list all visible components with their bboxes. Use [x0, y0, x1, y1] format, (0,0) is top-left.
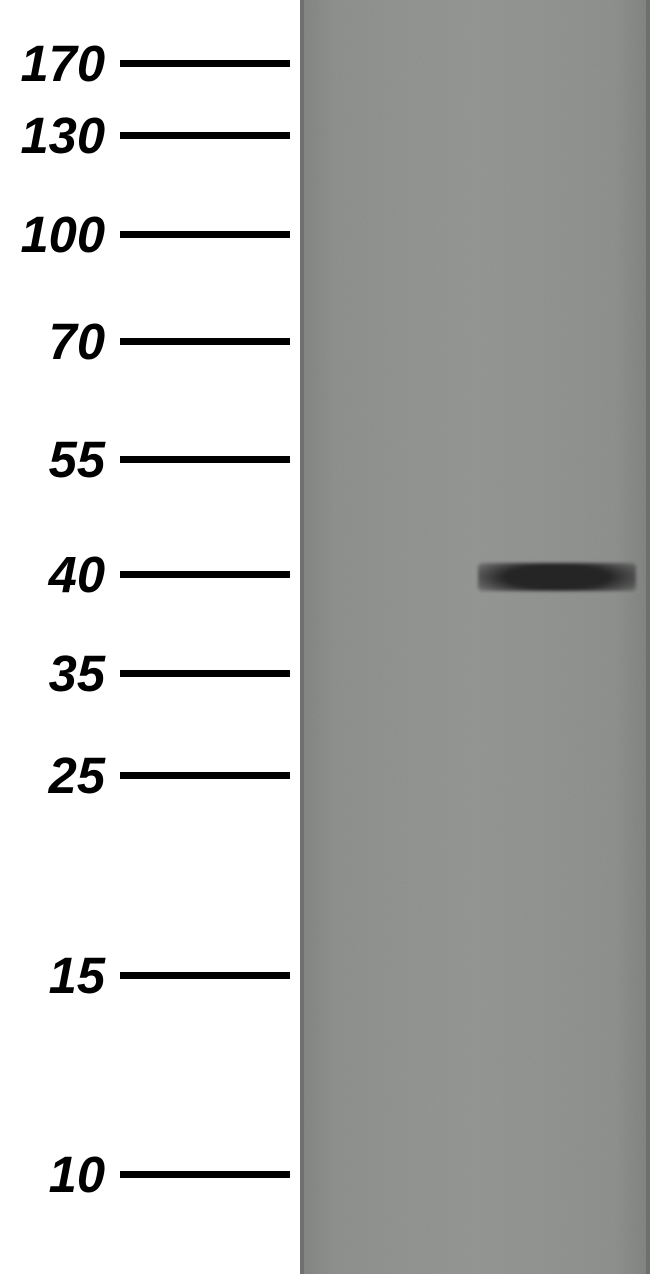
marker-tick — [120, 1171, 290, 1178]
marker-tick — [120, 772, 290, 779]
marker-label: 55 — [0, 430, 120, 489]
marker-row: 15 — [0, 950, 290, 1000]
marker-tick — [120, 456, 290, 463]
marker-row: 70 — [0, 316, 290, 366]
blot-membrane — [300, 0, 650, 1274]
marker-tick — [120, 132, 290, 139]
marker-label: 170 — [0, 34, 120, 93]
marker-row: 40 — [0, 549, 290, 599]
marker-tick — [120, 338, 290, 345]
marker-row: 55 — [0, 434, 290, 484]
marker-tick — [120, 571, 290, 578]
marker-label: 10 — [0, 1145, 120, 1204]
marker-label: 25 — [0, 746, 120, 805]
membrane-svg — [300, 0, 650, 1274]
marker-tick — [120, 972, 290, 979]
marker-row: 130 — [0, 110, 290, 160]
marker-tick — [120, 60, 290, 67]
marker-tick — [120, 231, 290, 238]
marker-label: 40 — [0, 545, 120, 604]
molecular-weight-ladder: 170 130 100 70 55 40 35 25 15 10 — [0, 0, 290, 1274]
marker-row: 35 — [0, 648, 290, 698]
marker-label: 15 — [0, 946, 120, 1005]
marker-label: 35 — [0, 644, 120, 703]
marker-row: 100 — [0, 209, 290, 259]
marker-tick — [120, 670, 290, 677]
marker-label: 70 — [0, 312, 120, 371]
marker-label: 100 — [0, 205, 120, 264]
marker-row: 10 — [0, 1149, 290, 1199]
protein-band — [478, 563, 636, 591]
marker-row: 170 — [0, 38, 290, 88]
marker-label: 130 — [0, 106, 120, 165]
marker-row: 25 — [0, 750, 290, 800]
blot-figure: 170 130 100 70 55 40 35 25 15 10 — [0, 0, 650, 1274]
